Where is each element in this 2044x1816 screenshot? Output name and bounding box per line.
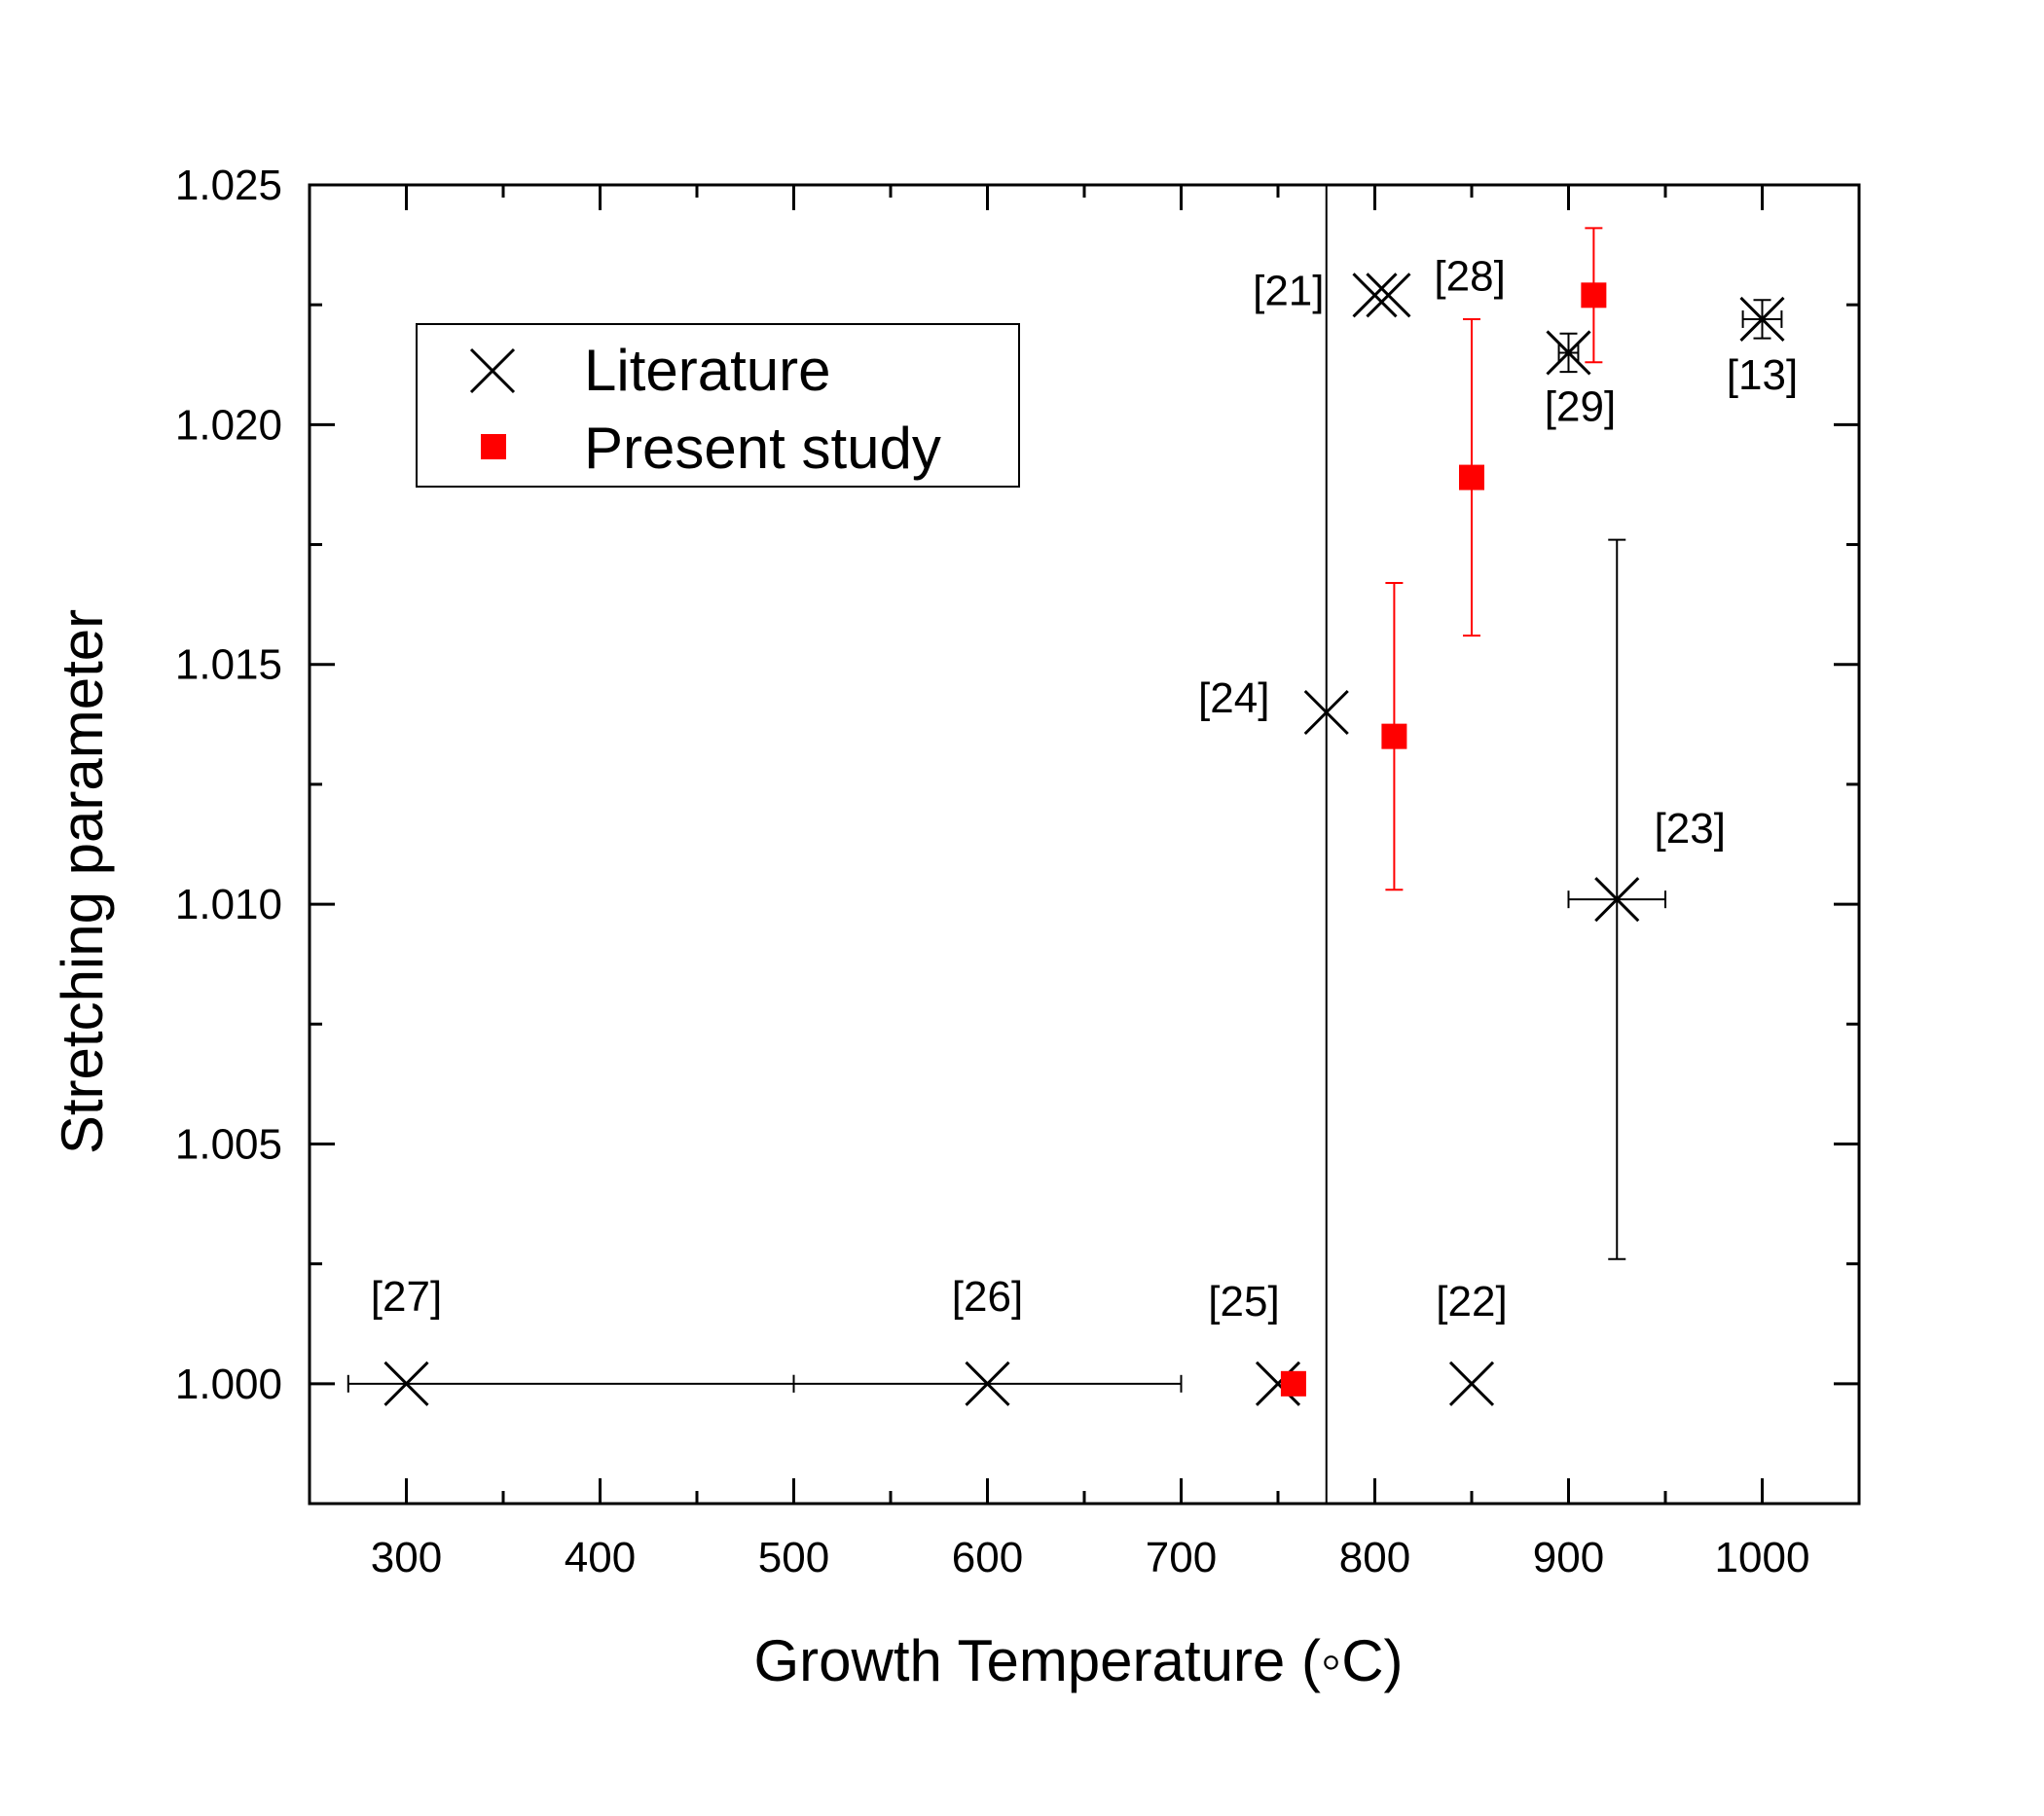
reference-label: [25] [1208, 1278, 1279, 1326]
literature-point [1594, 877, 1640, 923]
x-tick-label: 900 [1533, 1534, 1604, 1581]
literature-point [1352, 272, 1398, 318]
reference-label: [23] [1655, 805, 1726, 853]
literature-point [1448, 1361, 1495, 1406]
literature-point-stroke-b [1255, 1361, 1301, 1406]
literature-point [1739, 296, 1785, 343]
x-tick-label: 1000 [1715, 1534, 1810, 1581]
reference-label: [26] [952, 1273, 1023, 1321]
legend: Literature Present study [416, 323, 1020, 488]
literature-point-stroke-b [1303, 689, 1349, 736]
legend-literature-marker [469, 347, 516, 394]
literature-point-stroke-b [1546, 330, 1591, 376]
present-study-point [1381, 723, 1407, 749]
x-axis-title: Growth Temperature (◦C) [753, 1628, 1403, 1693]
legend-literature-label: Literature [584, 338, 830, 403]
present-study-point [1581, 282, 1607, 309]
plot-area: 300 400 500 600 700 800 900 1000 1.000 1.005 1.010… [175, 162, 1861, 1581]
reference-label: [29] [1545, 382, 1616, 430]
literature-point-stroke-b [1448, 1361, 1495, 1406]
reference-label: [22] [1436, 1278, 1507, 1326]
literature-point [1255, 1361, 1301, 1406]
literature-point [965, 1361, 1010, 1406]
literature-point-stroke-b [1366, 272, 1411, 318]
literature-point-stroke-b [383, 1361, 429, 1406]
y-tick-label: 1.000 [175, 1361, 282, 1408]
x-tick-label: 300 [371, 1534, 442, 1581]
y-tick-label: 1.005 [175, 1120, 282, 1168]
legend-box [416, 323, 1020, 488]
legend-present-study-label: Present study [584, 416, 941, 481]
literature-point-stroke-b [1352, 272, 1398, 318]
present-study-point [1280, 1370, 1306, 1397]
y-tick-label: 1.020 [175, 401, 282, 449]
x-tick-label: 600 [952, 1534, 1023, 1581]
literature-point-stroke-b [965, 1361, 1010, 1406]
literature-point-stroke-b [1594, 877, 1640, 923]
literature-point [1546, 330, 1591, 376]
y-tick-label: 1.025 [175, 162, 282, 209]
present-study-point [1459, 464, 1484, 490]
literature-point [383, 1361, 429, 1406]
reference-label: [13] [1727, 351, 1798, 399]
x-tick-label: 800 [1339, 1534, 1410, 1581]
x-tick-label: 500 [758, 1534, 829, 1581]
literature-point [1366, 272, 1411, 318]
reference-label: [27] [371, 1273, 442, 1321]
reference-label: [24] [1198, 674, 1269, 722]
legend-literature-marker-stroke-b [469, 347, 516, 394]
reference-label: [28] [1434, 252, 1505, 300]
reference-label: [21] [1253, 267, 1324, 314]
legend-present-study-marker [481, 434, 506, 459]
literature-point [1303, 689, 1349, 736]
y-tick-label: 1.010 [175, 881, 282, 928]
literature-point-stroke-b [1739, 296, 1785, 343]
x-tick-label: 700 [1146, 1534, 1217, 1581]
y-axis-title: Stretching parameter [50, 609, 115, 1154]
x-tick-label: 400 [565, 1534, 636, 1581]
y-tick-label: 1.015 [175, 641, 282, 689]
